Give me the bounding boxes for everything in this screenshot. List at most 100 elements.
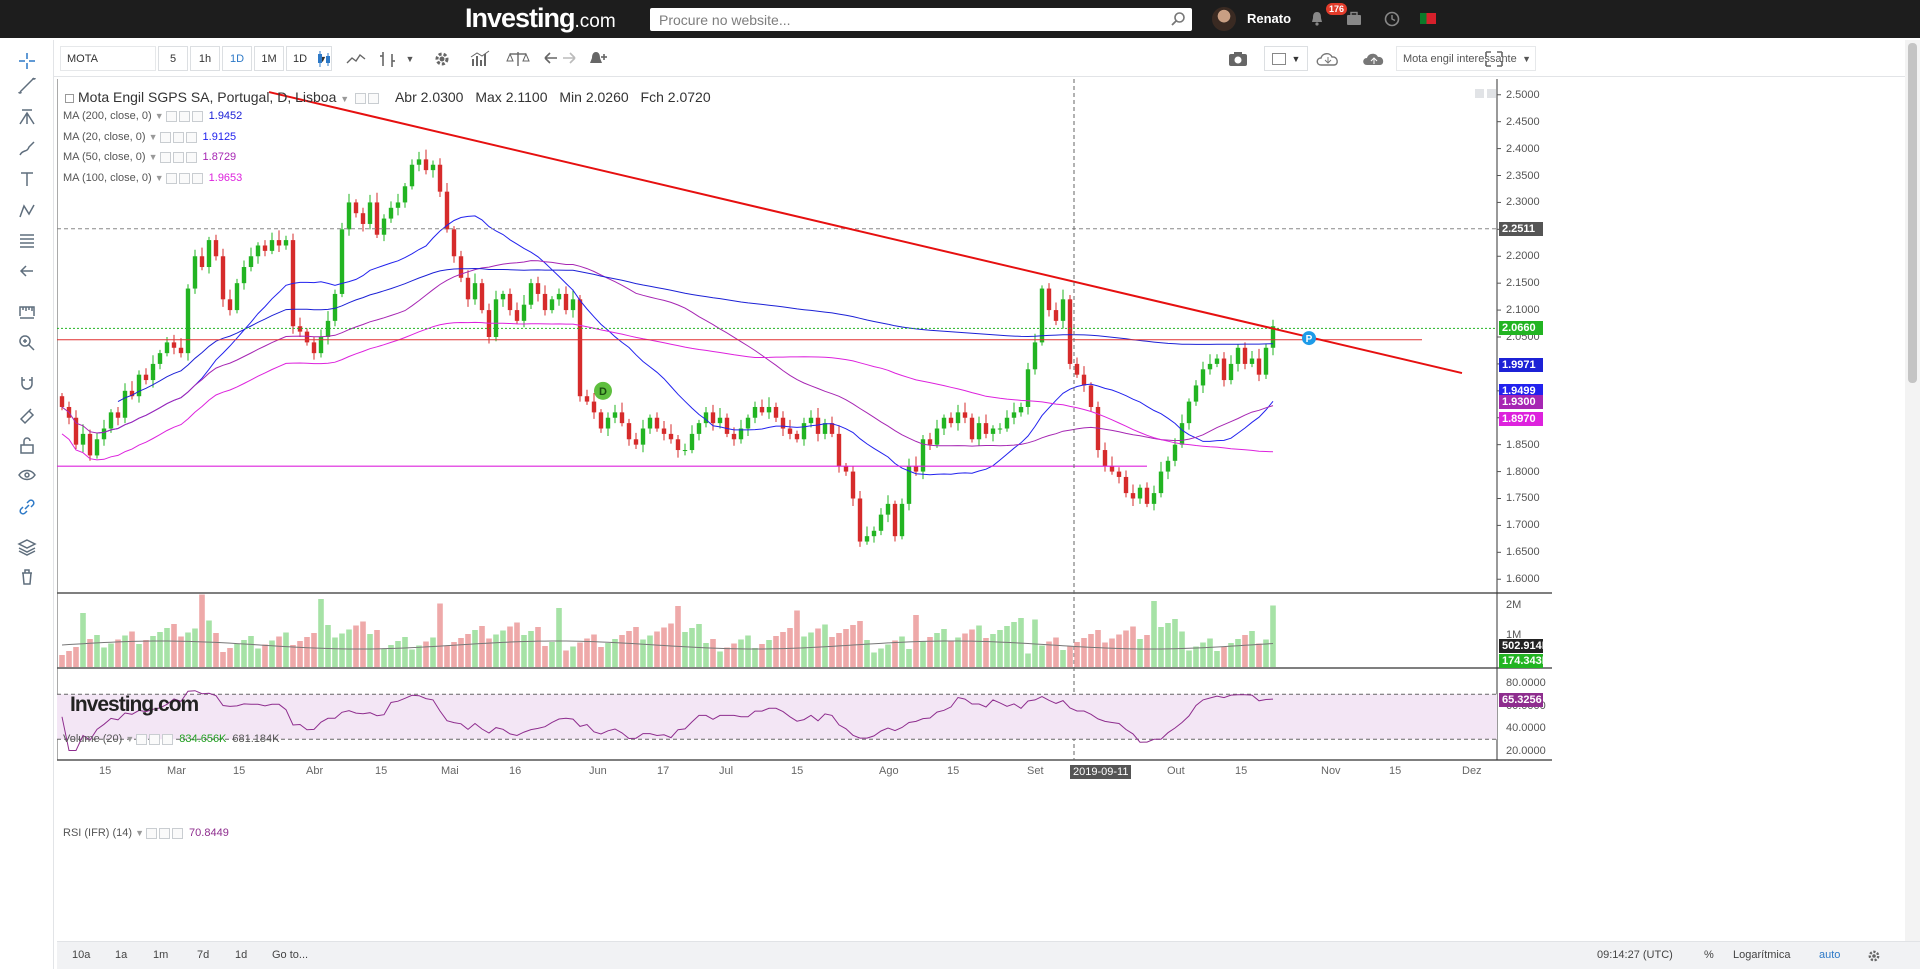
candle-up	[1214, 358, 1220, 364]
crosshair-icon[interactable]	[14, 48, 40, 74]
volume-bar	[1018, 618, 1024, 667]
volume-bar	[276, 636, 282, 667]
settings-icon[interactable]	[430, 49, 454, 69]
alert-icon[interactable]	[586, 49, 610, 69]
compare-icon[interactable]	[506, 49, 530, 69]
unlock-icon[interactable]	[14, 432, 40, 458]
rsi-legend[interactable]: RSI (IFR) (14) ▼ 70.8449	[63, 827, 229, 839]
interval-dropdown[interactable]: 1D ▼	[286, 46, 332, 71]
fullscreen-icon[interactable]	[1482, 49, 1506, 69]
ma-legend-20[interactable]: MA (20, close, 0) ▼ 1.9125	[63, 131, 237, 143]
search-icon[interactable]	[1170, 11, 1186, 27]
redo-icon[interactable]	[560, 49, 580, 69]
bottom-bar: 10a 1a 1m 7d 1d Go to... 09:14:27 (UTC) …	[57, 941, 1920, 969]
trash-icon[interactable]	[14, 564, 40, 590]
ma-legend-200[interactable]: MA (200, close, 0) ▼ 1.9452	[63, 110, 243, 122]
ma200-line	[117, 267, 1274, 403]
ruler-icon[interactable]	[14, 298, 40, 324]
time-tick-label: Ago	[879, 765, 899, 777]
time-tick-label: Abr	[306, 765, 324, 777]
chevron-down-icon[interactable]: ▼	[405, 54, 415, 64]
interval-1m[interactable]: 1M	[254, 46, 284, 71]
fibonacci-icon[interactable]	[14, 228, 40, 254]
cloud-download-icon[interactable]	[1314, 49, 1344, 69]
avatar[interactable]	[1212, 7, 1236, 31]
chart-style-dropdown[interactable]: ▼	[1264, 46, 1308, 71]
range-7d[interactable]: 7d	[197, 949, 210, 961]
arrow-back-icon[interactable]	[14, 258, 40, 284]
volume-bar	[171, 624, 177, 667]
percent-toggle[interactable]: %	[1704, 949, 1714, 961]
investing-logo[interactable]: Investing.com	[465, 3, 616, 33]
bell-icon[interactable]	[1308, 10, 1326, 28]
lock-drawing-icon[interactable]	[14, 402, 40, 428]
link-icon[interactable]	[14, 494, 40, 520]
volume-bar	[521, 635, 527, 667]
cloud-upload-icon[interactable]	[1360, 49, 1390, 69]
page-scrollbar[interactable]	[1905, 40, 1920, 941]
collapse-icon[interactable]	[65, 93, 74, 103]
chart-canvas[interactable]: DP	[57, 79, 1839, 941]
candle-up	[871, 530, 877, 537]
line-style-icon[interactable]	[344, 49, 368, 69]
layers-icon[interactable]	[14, 534, 40, 560]
candle-style-icon[interactable]	[312, 49, 336, 69]
range-1y[interactable]: 1a	[115, 949, 128, 961]
range-1m[interactable]: 1m	[153, 949, 169, 961]
camera-icon[interactable]	[1226, 49, 1250, 69]
ma-legend-100[interactable]: MA (100, close, 0) ▼ 1.9653	[63, 172, 243, 184]
volume-bar	[759, 644, 765, 667]
layout-name-dropdown[interactable]: Mota engil interessante ▼	[1396, 46, 1536, 71]
interval-5m[interactable]: 5	[158, 46, 188, 71]
pattern-icon[interactable]	[14, 198, 40, 224]
candle-down	[731, 433, 737, 440]
symbol-input[interactable]: MOTA	[60, 46, 156, 71]
trend-line-icon[interactable]	[14, 72, 40, 98]
price-tick-label: 1.7500	[1506, 492, 1540, 505]
price-tag: 1.9971	[1499, 358, 1543, 373]
user-name[interactable]: Renato	[1247, 11, 1292, 26]
log-toggle[interactable]: Logarítmica	[1733, 949, 1791, 961]
volume-bar	[283, 632, 289, 667]
site-search-input[interactable]	[650, 8, 1192, 31]
time-tick-label: 2019-09-11	[1070, 765, 1132, 779]
interval-1d[interactable]: 1D	[222, 46, 252, 71]
candle-up	[1186, 401, 1192, 424]
range-1d[interactable]: 1d	[235, 949, 248, 961]
candle-up	[801, 423, 807, 440]
indicators-icon[interactable]	[468, 49, 492, 69]
candle-down	[535, 283, 541, 294]
bar-style-icon[interactable]	[376, 49, 400, 69]
gear-icon[interactable]	[1867, 949, 1881, 963]
chevron-down-icon: ▼	[1522, 53, 1531, 64]
clock-icon[interactable]	[1383, 10, 1401, 28]
text-icon[interactable]	[14, 166, 40, 192]
portugal-flag-icon[interactable]	[1420, 13, 1436, 24]
chevron-down-icon[interactable]: ▼	[340, 94, 350, 104]
volume-bar	[1172, 619, 1178, 667]
auto-toggle[interactable]: auto	[1819, 949, 1841, 961]
brush-icon[interactable]	[14, 136, 40, 162]
undo-icon[interactable]	[540, 49, 560, 69]
volume-bar	[1039, 645, 1045, 667]
goto-button[interactable]: Go to...	[272, 949, 309, 961]
candle-up	[745, 417, 751, 429]
ma-legend-50[interactable]: MA (50, close, 0) ▼ 1.8729	[63, 151, 237, 163]
magnet-icon[interactable]	[14, 370, 40, 396]
volume-legend[interactable]: Volume (20) ▼ 834.656K 681.184K	[63, 733, 280, 745]
volume-bar	[346, 629, 352, 667]
eye-icon[interactable]	[14, 462, 40, 488]
zoom-in-icon[interactable]	[14, 330, 40, 356]
briefcase-icon[interactable]	[1345, 10, 1363, 28]
candle-down	[220, 256, 226, 300]
candle-down	[437, 164, 443, 192]
settings-icon[interactable]	[355, 92, 367, 104]
range-10y[interactable]: 10a	[72, 949, 91, 961]
interval-1h[interactable]: 1h	[190, 46, 220, 71]
candle-down	[444, 191, 450, 230]
close-icon[interactable]	[368, 92, 380, 104]
scroll-thumb[interactable]	[1908, 43, 1917, 383]
pitchfork-icon[interactable]	[14, 104, 40, 130]
volume-bar	[962, 633, 968, 667]
